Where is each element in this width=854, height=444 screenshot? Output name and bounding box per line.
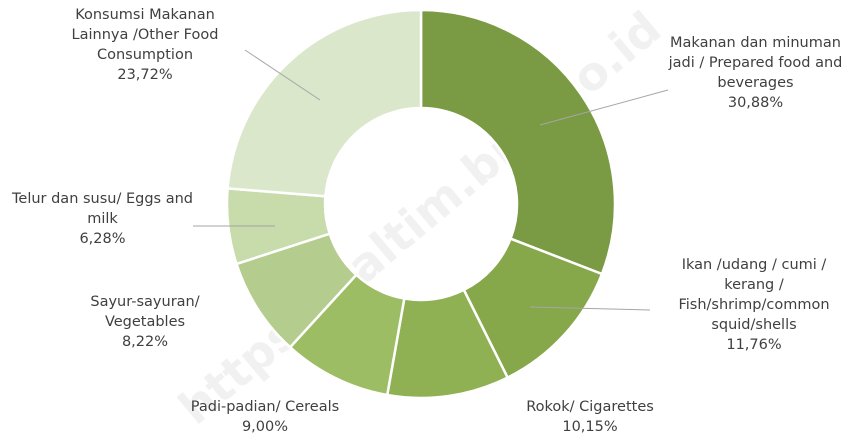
value-label: 9,00% bbox=[241, 419, 289, 435]
slice-label: Makanan dan minuman jadi / Prepared food… bbox=[668, 33, 843, 113]
slices bbox=[225, 8, 617, 400]
leader-line bbox=[529, 306, 651, 311]
slice-label: Konsumsi Makanan Lainnya /Other Food Con… bbox=[45, 5, 245, 85]
category-name: Makanan dan minuman jadi / Prepared food… bbox=[668, 35, 843, 91]
value-label: 30,88% bbox=[727, 95, 784, 111]
category-name: Sayur-sayuran/ Vegetables bbox=[90, 294, 200, 330]
leader-line bbox=[539, 89, 669, 126]
slice-label: Rokok/ Cigarettes 10,15% bbox=[500, 397, 680, 437]
value-label: 8,22% bbox=[121, 334, 169, 350]
slice-label: Padi-padian/ Cereals 9,00% bbox=[160, 397, 370, 437]
slice-label: Ikan /udang / cumi / kerang / Fish/shrim… bbox=[660, 255, 848, 355]
value-label: 11,76% bbox=[726, 337, 782, 353]
slice bbox=[226, 8, 423, 198]
category-name: Telur dan susu/ Eggs and milk bbox=[12, 191, 193, 227]
value-label: 23,72% bbox=[117, 67, 173, 83]
category-name: Konsumsi Makanan Lainnya /Other Food Con… bbox=[71, 7, 219, 63]
leader-line bbox=[244, 49, 321, 101]
slice-label: Telur dan susu/ Eggs and milk 6,28% bbox=[0, 189, 205, 249]
category-name: Ikan /udang / cumi / kerang / Fish/shrim… bbox=[678, 257, 830, 333]
category-name: Padi-padian/ Cereals bbox=[190, 399, 340, 415]
value-label: 6,28% bbox=[79, 231, 126, 247]
slice-label: Sayur-sayuran/ Vegetables 8,22% bbox=[55, 292, 235, 352]
value-label: 10,15% bbox=[562, 419, 618, 435]
category-name: Rokok/ Cigarettes bbox=[526, 399, 654, 415]
leader-lines bbox=[193, 49, 669, 311]
slice bbox=[419, 8, 617, 276]
